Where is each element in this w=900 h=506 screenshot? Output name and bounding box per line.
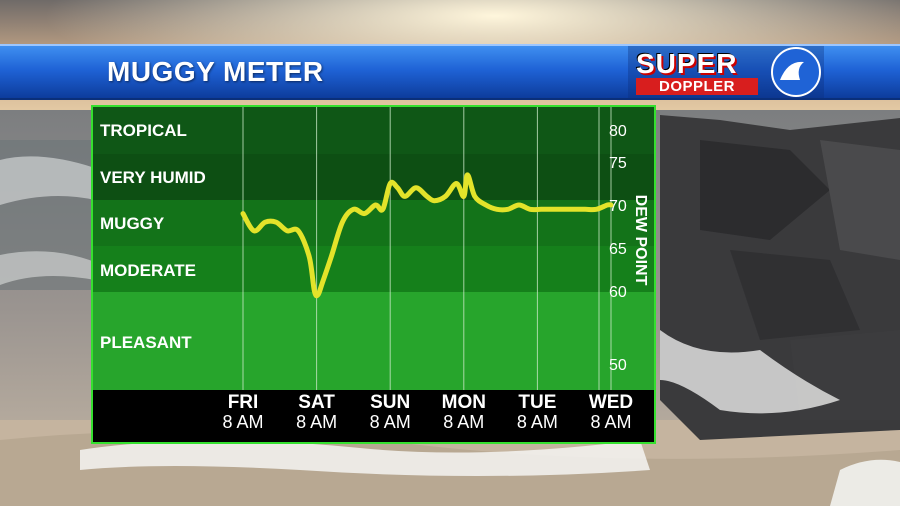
logo-text-doppler: DOPPLER [636, 78, 758, 95]
x-label-day-mon: MON [442, 392, 486, 413]
x-label-time-tue: 8 AM [517, 412, 558, 432]
y-tick-65: 65 [609, 241, 627, 258]
x-label-time-sat: 8 AM [296, 412, 337, 432]
dew-point-series-line [240, 172, 614, 299]
x-label-day-tue: TUE [518, 392, 556, 413]
y-tick-60: 60 [609, 284, 627, 301]
x-label-time-sun: 8 AM [370, 412, 411, 432]
y-tick-80: 80 [609, 123, 627, 140]
band-label-muggy: MUGGY [100, 214, 165, 233]
band-label-very-humid: VERY HUMID [100, 168, 206, 187]
y-tick-labels: 80 75 70 65 60 50 [609, 123, 627, 374]
x-label-time-wed: 8 AM [590, 412, 631, 432]
band-tropical [93, 107, 654, 154]
band-label-tropical: TROPICAL [100, 121, 187, 140]
series-layer [240, 172, 614, 299]
x-label-time-fri: 8 AM [222, 412, 263, 432]
super-doppler-10-logo: SUPER DOPPLER [628, 46, 824, 98]
band-very-humid [93, 154, 654, 200]
chart-title: MUGGY METER [107, 56, 324, 87]
band-moderate [93, 246, 654, 292]
band-label-pleasant: PLEASANT [100, 333, 192, 352]
band-labels: TROPICAL VERY HUMID MUGGY MODERATE PLEASANT [100, 121, 206, 352]
x-label-time-mon: 8 AM [443, 412, 484, 432]
logo-text-super: SUPER [636, 48, 738, 79]
x-label-day-sun: SUN [370, 392, 410, 413]
grid-lines [242, 107, 612, 390]
band-label-moderate: MODERATE [100, 261, 196, 280]
x-label-day-sat: SAT [298, 392, 335, 413]
y-tick-70: 70 [609, 198, 627, 215]
y-tick-75: 75 [609, 155, 627, 172]
chart-frame [91, 105, 656, 444]
x-label-strip [93, 390, 654, 442]
y-axis-label: DEW POINT [632, 195, 649, 286]
band-pleasant [93, 292, 654, 390]
x-label-day-fri: FRI [228, 392, 259, 413]
x-label-day-wed: WED [589, 392, 633, 413]
y-tick-50: 50 [609, 357, 627, 374]
